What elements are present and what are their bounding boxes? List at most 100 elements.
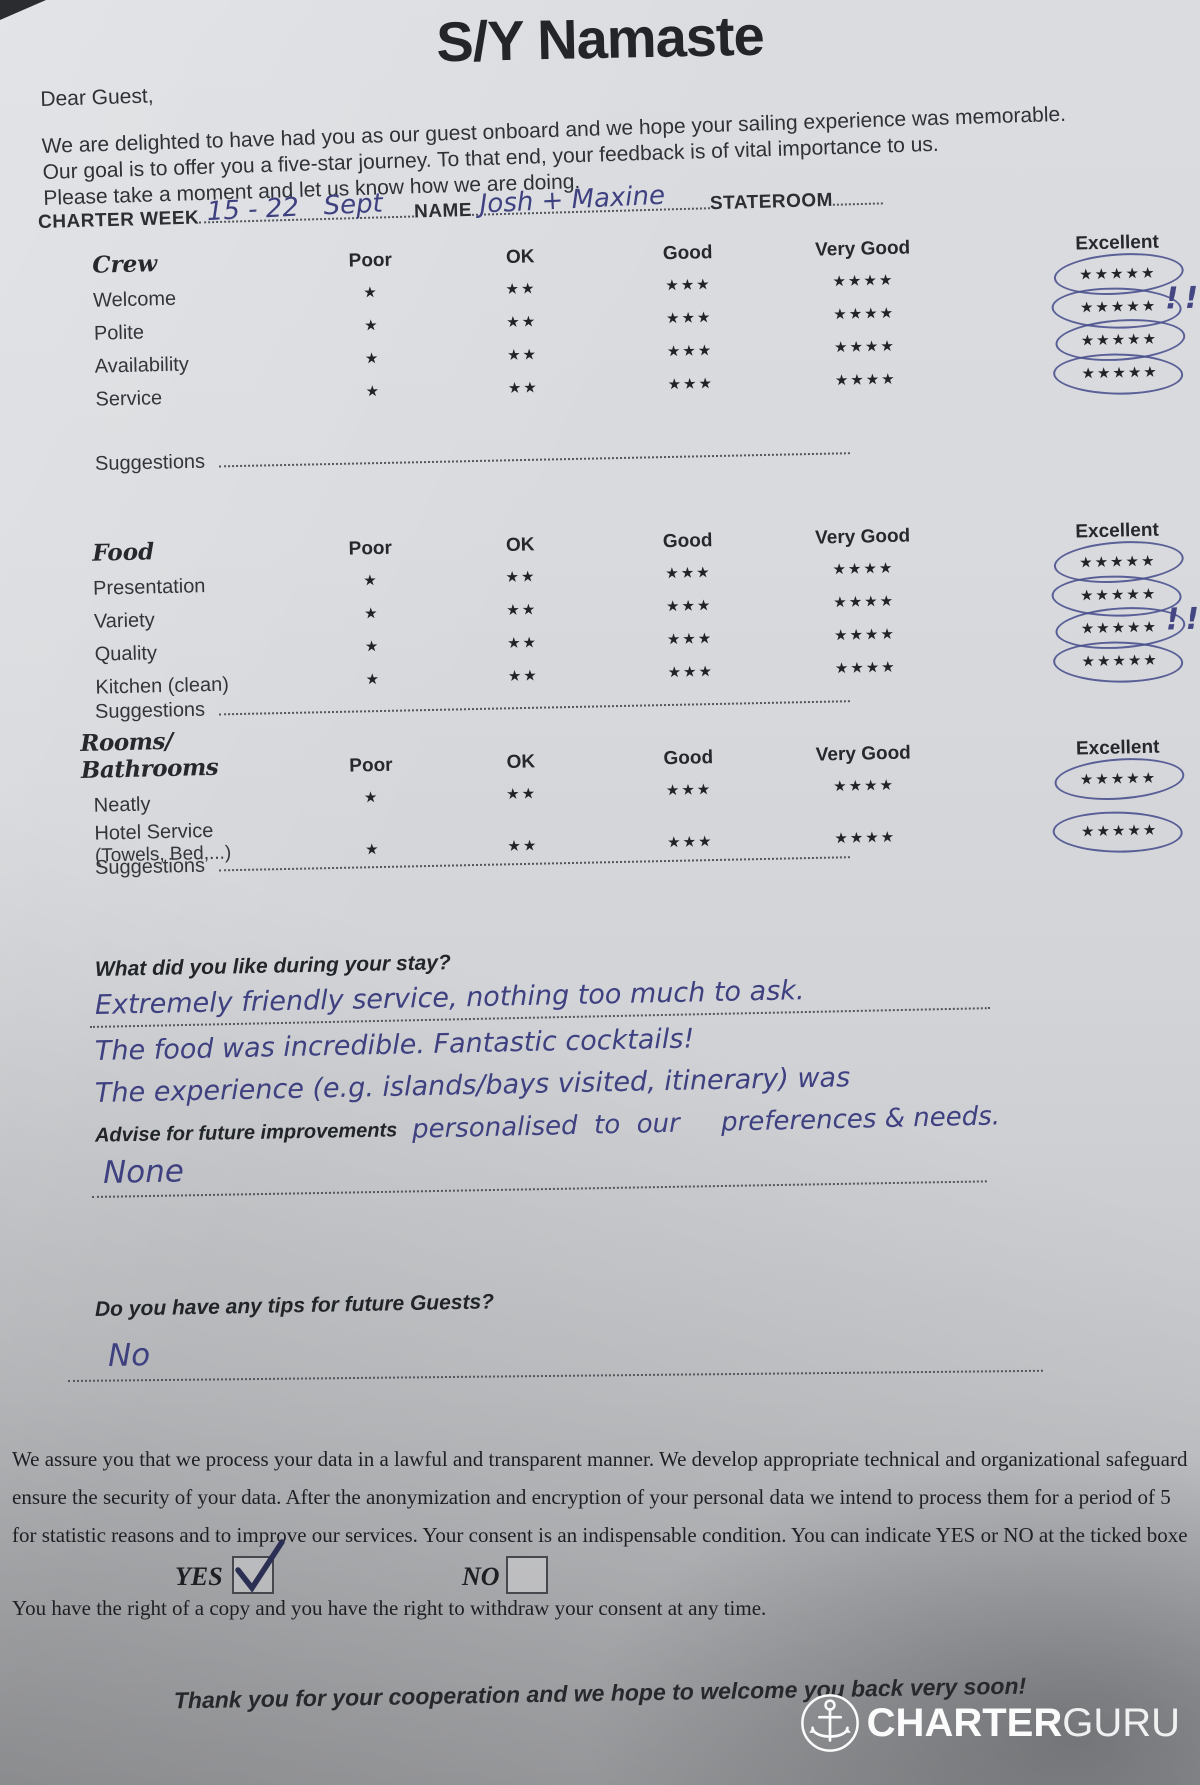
rating-row-label: Variety: [93, 609, 155, 633]
excellent-circle-annotation: ★★★★★: [1072, 765, 1166, 793]
star-cell-poor: ★: [363, 283, 379, 302]
column-header-poor: Poor: [349, 754, 393, 777]
star-cell-good: ★★★: [665, 597, 713, 616]
yes-checkmark-icon: [235, 1539, 285, 1593]
rating-row-label: Service: [95, 387, 163, 411]
star-cell-ok: ★★: [505, 568, 537, 586]
excellent-circle-annotation: ★★★★★: [1071, 260, 1165, 288]
column-header-ok: OK: [506, 751, 536, 773]
excellent-circle-annotation: ★★★★★!!: [1072, 602, 1200, 642]
rating-section-food: Food Poor OK Good Very Good Excellent Pr…: [0, 514, 1200, 701]
no-checkbox: [506, 1556, 548, 1594]
consent-rights-line: You have the right of a copy and you hav…: [12, 1596, 767, 1620]
logo-light-part: GURU: [1062, 1700, 1180, 1745]
rating-row-label: Welcome: [92, 287, 177, 312]
section-title: Rooms/ Bathrooms: [80, 727, 219, 784]
advise-improvements-label: Advise for future improvements: [94, 1119, 398, 1147]
star-cell-ok: ★★: [506, 634, 539, 652]
star-cell-good: ★★★: [665, 309, 713, 328]
column-header-poor: Poor: [348, 537, 393, 560]
star-cell-poor: ★: [363, 604, 380, 623]
star-cell-excellent: ★★★★★: [951, 765, 1200, 797]
excellent-circle-annotation: ★★★★★: [1071, 548, 1165, 576]
yes-checkbox: [232, 1539, 285, 1594]
star-cell-poor: ★: [365, 670, 382, 689]
charter-week-field: 15 - 22 Sept: [198, 189, 415, 227]
star-cell-poor: ★: [364, 637, 381, 656]
handwritten-none: None: [102, 1153, 185, 1191]
question-what-did-you-like: What did you like during your stay?: [94, 951, 452, 981]
star-cell-good: ★★★: [665, 276, 712, 295]
rating-row-label: Neatly: [93, 793, 151, 817]
consent-line: for statistic reasons and to improve our…: [12, 1523, 1188, 1547]
rating-row-label: Presentation: [92, 575, 206, 600]
star-cell-very-good: ★★★★: [833, 625, 897, 645]
star-cell-excellent: ★★★★★: [951, 581, 1200, 613]
handwritten-answer-line: The food was incredible. Fantastic cockt…: [94, 1023, 695, 1067]
answer-rule: [67, 1369, 1043, 1382]
handwritten-no: No: [107, 1337, 151, 1374]
star-cell-good: ★★★: [665, 781, 713, 800]
stateroom-label: STATEROOM: [709, 189, 834, 215]
section-title: Food: [91, 538, 155, 567]
column-header-very-good: Very Good: [815, 742, 912, 766]
column-header-excellent: Excellent: [1075, 519, 1160, 543]
logo-bold-part: CHARTER: [866, 1700, 1063, 1745]
rating-row-label: Polite: [93, 321, 145, 345]
suggestions-label: Suggestions: [94, 854, 206, 879]
stateroom-field: [832, 182, 883, 206]
excellent-circle-annotation: ★★★★★: [1072, 581, 1166, 609]
star-cell-very-good: ★★★★: [834, 658, 897, 678]
rating-row-label: Quality: [94, 642, 158, 666]
name-label: NAME: [413, 199, 473, 223]
column-header-very-good: Very Good: [814, 237, 911, 261]
star-cell-good: ★★★: [667, 663, 715, 682]
suggestions-label: Suggestions: [94, 698, 206, 723]
excellent-circle-annotation: ★★★★★: [1073, 359, 1167, 387]
star-cell-ok: ★★: [505, 280, 537, 298]
star-cell-good: ★★★: [666, 342, 714, 361]
star-cell-ok: ★★: [507, 379, 539, 397]
star-cell-good: ★★★: [666, 630, 714, 649]
data-consent-paragraph: We assure you that we process your data …: [12, 1440, 1200, 1554]
excellent-circle-annotation: ★★★★★: [1072, 326, 1166, 354]
handwritten-answer-line: The experience (e.g. islands/bays visite…: [94, 1062, 851, 1109]
no-label: NO: [462, 1562, 500, 1591]
star-cell-excellent: ★★★★★: [951, 548, 1200, 580]
star-cell-very-good: ★★★★: [834, 370, 897, 390]
column-header-good: Good: [662, 242, 713, 265]
rating-section-crew: Crew Poor OK Good Very Good Excellent We…: [0, 226, 1200, 413]
star-cell-ok: ★★: [506, 313, 538, 331]
star-cell-very-good: ★★★★: [832, 776, 896, 796]
star-cell-poor: ★: [365, 382, 382, 401]
star-cell-poor: ★: [363, 316, 380, 335]
handwritten-exclamation: !!: [1165, 601, 1200, 638]
name-field: Josh + Maxine: [471, 181, 711, 220]
column-header-excellent: Excellent: [1075, 736, 1160, 760]
suggestions-field: [218, 436, 850, 468]
star-cell-excellent: ★★★★★!!: [952, 602, 1200, 646]
star-cell-poor: ★: [363, 571, 379, 590]
suggestions-line: Suggestions: [95, 436, 850, 476]
excellent-circle-annotation: ★★★★★: [1073, 817, 1167, 845]
column-header-ok: OK: [505, 246, 535, 268]
star-cell-very-good: ★★★★: [832, 271, 895, 291]
column-header-very-good: Very Good: [814, 525, 911, 549]
handwritten-advise-answer: personalised to our preferences & needs.: [411, 1101, 1001, 1145]
star-cell-very-good: ★★★★: [833, 592, 896, 612]
star-cell-excellent: ★★★★★: [952, 817, 1200, 849]
star-cell-ok: ★★: [505, 785, 538, 803]
anchor-icon: [800, 1694, 859, 1752]
answer-rule: [91, 1180, 987, 1198]
yes-label: YES: [175, 1562, 223, 1591]
star-cell-excellent: ★★★★★: [951, 260, 1200, 292]
handwritten-exclamation: !!: [1164, 280, 1200, 317]
star-cell-good: ★★★: [667, 375, 715, 394]
star-cell-poor: ★: [363, 788, 380, 807]
star-cell-very-good: ★★★★: [833, 304, 896, 324]
logo-wordmark: CHARTERGURU: [867, 1701, 1180, 1746]
consent-line: We assure you that we process your data …: [12, 1447, 1188, 1471]
charter-week-label: CHARTER WEEK: [37, 207, 200, 233]
charterguru-logo: CHARTERGURU: [799, 1692, 1180, 1754]
